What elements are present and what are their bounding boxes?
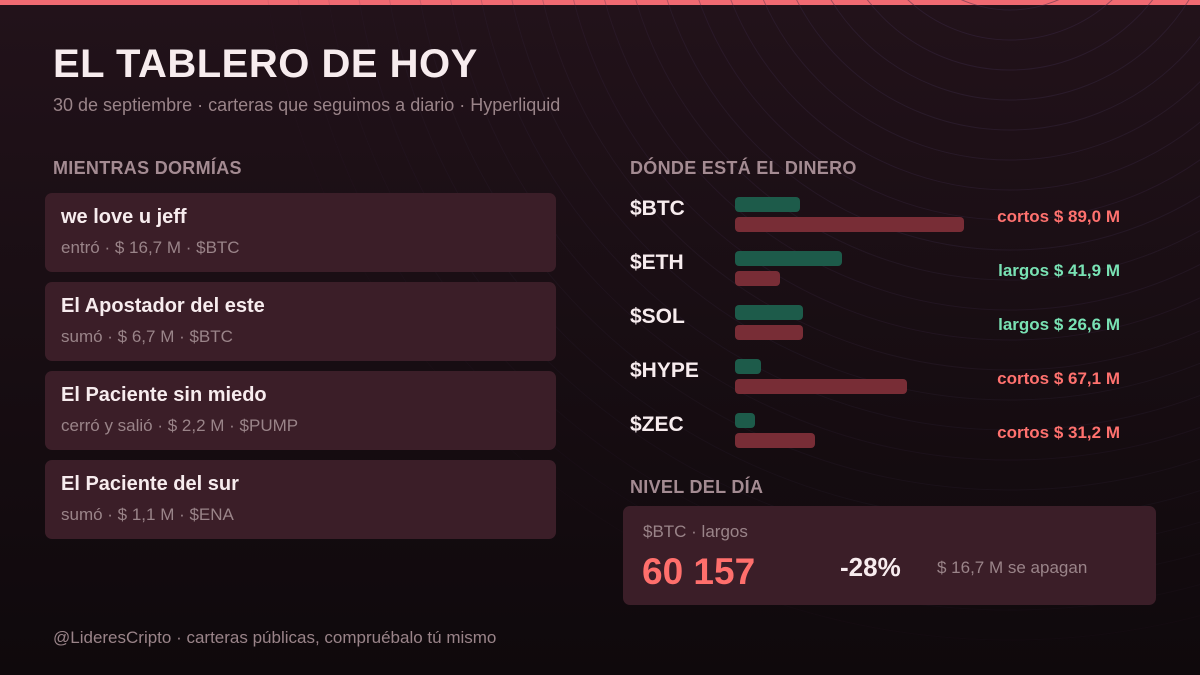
footer-credit: @LideresCripto · carteras públicas, comp… [53, 628, 497, 647]
activity-card[interactable]: El Paciente sin miedo cerró y salió · $ … [45, 371, 556, 450]
net-position-label: largos $ 41,9 M [998, 261, 1120, 280]
coin-row: $SOL largos $ 26,6 M [630, 298, 1130, 346]
level-section-label: NIVEL DEL DÍA [630, 477, 764, 497]
long-bar [735, 359, 761, 374]
long-bar [735, 251, 842, 266]
activity-detail: cerró y salió · $ 2,2 M · $PUMP [61, 416, 299, 435]
activity-wallet-name: El Paciente sin miedo [61, 384, 267, 406]
net-position-label: largos $ 26,6 M [998, 315, 1120, 334]
net-position-label: cortos $ 89,0 M [997, 207, 1120, 226]
activity-wallet-name: El Paciente del sur [61, 473, 239, 495]
coin-row: $HYPE cortos $ 67,1 M [630, 352, 1130, 400]
short-bar [735, 325, 803, 340]
short-bar [735, 433, 815, 448]
page-subtitle: 30 de septiembre · carteras que seguimos… [53, 95, 561, 115]
coin-row: $ZEC cortos $ 31,2 M [630, 406, 1130, 454]
long-bar [735, 197, 800, 212]
coin-label: $HYPE [630, 359, 699, 382]
coin-label: $SOL [630, 305, 685, 328]
money-section-label: DÓNDE ESTÁ EL DINERO [630, 158, 857, 178]
activity-card[interactable]: El Paciente del sur sumó · $ 1,1 M · $EN… [45, 460, 556, 539]
activity-detail: sumó · $ 1,1 M · $ENA [61, 505, 234, 524]
level-price: 60 157 [642, 551, 756, 592]
short-bar [735, 379, 907, 394]
activity-detail: sumó · $ 6,7 M · $BTC [61, 327, 233, 346]
coin-label: $BTC [630, 197, 685, 220]
activity-list: we love u jeff entró · $ 16,7 M · $BTC E… [45, 193, 556, 549]
level-asset-side: $BTC · largos [643, 522, 748, 541]
coin-label: $ZEC [630, 413, 684, 436]
activity-wallet-name: we love u jeff [61, 206, 187, 228]
activity-card[interactable]: we love u jeff entró · $ 16,7 M · $BTC [45, 193, 556, 272]
short-bar [735, 271, 780, 286]
activity-detail: entró · $ 16,7 M · $BTC [61, 238, 240, 257]
long-bar [735, 305, 803, 320]
net-position-label: cortos $ 67,1 M [997, 369, 1120, 388]
level-percent-change: -28% [840, 552, 901, 582]
activity-wallet-name: El Apostador del este [61, 295, 265, 317]
net-position-label: cortos $ 31,2 M [997, 423, 1120, 442]
page-title: EL TABLERO DE HOY [53, 42, 478, 86]
top-accent-bar [0, 0, 1200, 5]
coin-row: $BTC cortos $ 89,0 M [630, 190, 1130, 238]
level-note: $ 16,7 M se apagan [937, 558, 1088, 577]
activity-section-label: MIENTRAS DORMÍAS [53, 158, 242, 178]
money-bar-chart: $BTC cortos $ 89,0 M $ETH largos $ 41,9 M $S… [630, 190, 1130, 460]
coin-row: $ETH largos $ 41,9 M [630, 244, 1130, 292]
long-bar [735, 413, 756, 428]
activity-card[interactable]: El Apostador del este sumó · $ 6,7 M · $… [45, 282, 556, 361]
level-card: $BTC · largos 60 157 -28% $ 16,7 M se ap… [623, 506, 1156, 605]
short-bar [735, 217, 964, 232]
coin-label: $ETH [630, 251, 684, 274]
